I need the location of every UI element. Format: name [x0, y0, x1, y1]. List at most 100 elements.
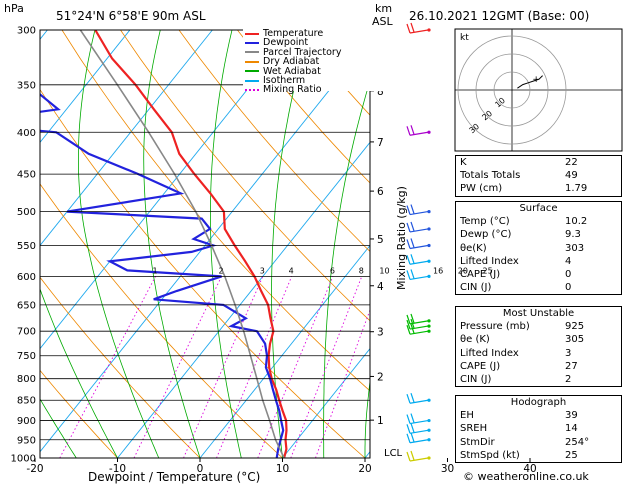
temp-tick-label: -20	[26, 463, 43, 475]
dewpoint-line	[40, 92, 285, 458]
wind-barb	[406, 254, 431, 265]
x-axis-label: Dewpoint / Temperature (°C)	[88, 470, 261, 484]
wind-barb	[406, 423, 431, 434]
km-tick-label: 2	[377, 371, 384, 383]
pressure-tick-label: 400	[17, 128, 36, 139]
mixing-ratio-label: 6	[330, 266, 335, 275]
mixing-ratio-label: 20	[458, 266, 468, 275]
row-value: 9.3	[565, 229, 581, 241]
legend-swatch	[245, 60, 259, 63]
copyright: © weatheronline.co.uk	[463, 470, 589, 483]
row-label: K	[460, 157, 467, 168]
dry-adiabat-line	[237, 30, 370, 184]
dry-adiabat-line	[178, 30, 370, 253]
row-label: SREH	[460, 423, 488, 435]
wind-barb	[406, 22, 431, 34]
mixing-ratio-label: 16	[433, 266, 443, 275]
row-value: 3	[565, 347, 572, 359]
row-value: 0	[565, 282, 572, 294]
row-value: 39	[565, 410, 578, 422]
km-tick-label: 7	[377, 137, 384, 149]
most-unstable-title: Most Unstable	[502, 308, 575, 319]
pressure-tick-label: 450	[17, 170, 36, 181]
row-label: θe (K)	[460, 334, 490, 346]
table-row: CAPE (J) 0	[456, 268, 621, 281]
pressure-tick-label: 500	[17, 207, 36, 218]
pressure-tick-label: 850	[17, 396, 36, 407]
row-value: 4	[565, 255, 572, 267]
row-value: 25	[565, 449, 578, 461]
wind-barb	[406, 432, 431, 444]
hodograph-table-title: Hodograph	[510, 397, 567, 408]
wet-adiabat-line	[78, 30, 160, 458]
wind-barb	[406, 324, 431, 335]
mixing-ratio-line	[216, 276, 293, 458]
wind-barb	[406, 313, 431, 325]
mixing-ratio-label: 3	[260, 266, 265, 275]
hodograph-trace	[517, 75, 543, 89]
row-label: CIN (J)	[460, 373, 492, 385]
table-row: PW (cm) 1.79	[456, 182, 621, 195]
row-label: EH	[460, 410, 474, 422]
mixing-ratio-label: 1	[153, 266, 158, 275]
legend-item: Isotherm	[243, 74, 388, 86]
hpa-label: hPa	[4, 2, 24, 15]
wind-barb	[406, 204, 431, 216]
table-row: Totals Totals 49	[456, 169, 621, 182]
row-value: 10.2	[565, 216, 588, 228]
wet-adiabat-line	[364, 378, 370, 458]
row-value: 14	[565, 423, 578, 435]
legend-item: Parcel Trajectory	[243, 47, 388, 57]
most-unstable-table: Most Unstable Pressure (mb) 925 θe (K) 305 L…	[455, 306, 622, 388]
table-row: SREH 14	[456, 422, 621, 435]
row-label: Lifted Index	[460, 347, 519, 359]
row-label: CIN (J)	[460, 282, 492, 294]
mixing-ratio-label: 25	[483, 266, 493, 275]
row-label: StmSpd (kt)	[460, 449, 520, 461]
pressure-tick-label: 600	[17, 272, 36, 283]
legend-swatch	[245, 42, 259, 45]
mixing-ratio-label: 10	[379, 266, 389, 275]
wet-adiabat-line	[143, 30, 201, 458]
row-value: 925	[565, 321, 585, 333]
indices-table: K 22 Totals Totals 49 PW (cm) 1.79	[455, 155, 622, 197]
km-label: km	[375, 2, 393, 15]
row-value: 2	[565, 373, 572, 385]
hodograph-ring	[493, 71, 531, 109]
dry-adiabat-line	[40, 369, 118, 458]
mixing-ratio-label: 8	[359, 266, 364, 275]
row-label: Lifted Index	[460, 255, 519, 267]
pressure-tick-label: 750	[17, 351, 36, 362]
row-label: PW (cm)	[460, 183, 503, 195]
table-row: K 22	[456, 156, 621, 169]
legend-swatch	[245, 79, 259, 82]
mixing-ratio-line	[406, 276, 461, 458]
temp-tick-label: 40	[523, 463, 536, 475]
legend-swatch	[245, 51, 259, 54]
datetime-title: 26.10.2021 12GMT (Base: 00)	[409, 9, 590, 23]
asl-label: ASL	[372, 15, 393, 28]
temp-tick-label: 30	[441, 463, 454, 475]
row-label: Pressure (mb)	[460, 321, 530, 333]
km-tick-label: 4	[377, 281, 384, 293]
wet-adiabat-line	[40, 398, 77, 458]
table-row: Dewp (°C) 9.3	[456, 228, 621, 241]
wind-barb	[406, 393, 431, 404]
km-tick-label: 8	[377, 86, 384, 98]
legend-label: Isotherm	[263, 74, 306, 86]
legend-label: Wet Adiabat	[263, 65, 321, 77]
hodograph-table: Hodograph EH 39 SREH 14 StmDir 254° StmSpd (kt…	[455, 395, 622, 463]
km-tick-label: 1	[377, 415, 384, 427]
hodograph-ring	[457, 35, 567, 145]
mixing-ratio-line	[290, 276, 363, 458]
isotherm-line	[40, 30, 213, 247]
legend-item: Mixing Ratio	[243, 85, 388, 95]
isotherm-line	[199, 244, 370, 458]
table-row: CIN (J) 2	[456, 373, 621, 386]
surface-table: Surface Temp (°C) 10.2 Dewp (°C) 9.3 θe(K) 30…	[455, 201, 622, 296]
row-value: 49	[565, 170, 578, 182]
mixing-ratio-line	[133, 276, 222, 458]
wind-barb	[406, 269, 431, 280]
legend-swatch	[245, 70, 259, 73]
